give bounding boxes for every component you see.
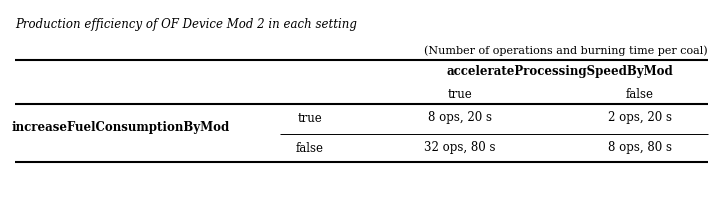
Text: false: false — [296, 142, 324, 154]
Text: (Number of operations and burning time per coal): (Number of operations and burning time p… — [424, 45, 708, 56]
Text: true: true — [297, 112, 323, 124]
Text: accelerateProcessingSpeedByMod: accelerateProcessingSpeedByMod — [446, 65, 673, 78]
Text: 8 ops, 20 s: 8 ops, 20 s — [428, 112, 492, 124]
Text: increaseFuelConsumptionByMod: increaseFuelConsumptionByMod — [12, 121, 230, 134]
Text: 32 ops, 80 s: 32 ops, 80 s — [424, 142, 496, 154]
Text: false: false — [626, 88, 654, 101]
Text: 8 ops, 80 s: 8 ops, 80 s — [608, 142, 672, 154]
Text: Production efficiency of OF Device Mod 2 in each setting: Production efficiency of OF Device Mod 2… — [15, 18, 357, 31]
Text: true: true — [448, 88, 472, 101]
Text: 2 ops, 20 s: 2 ops, 20 s — [608, 112, 672, 124]
